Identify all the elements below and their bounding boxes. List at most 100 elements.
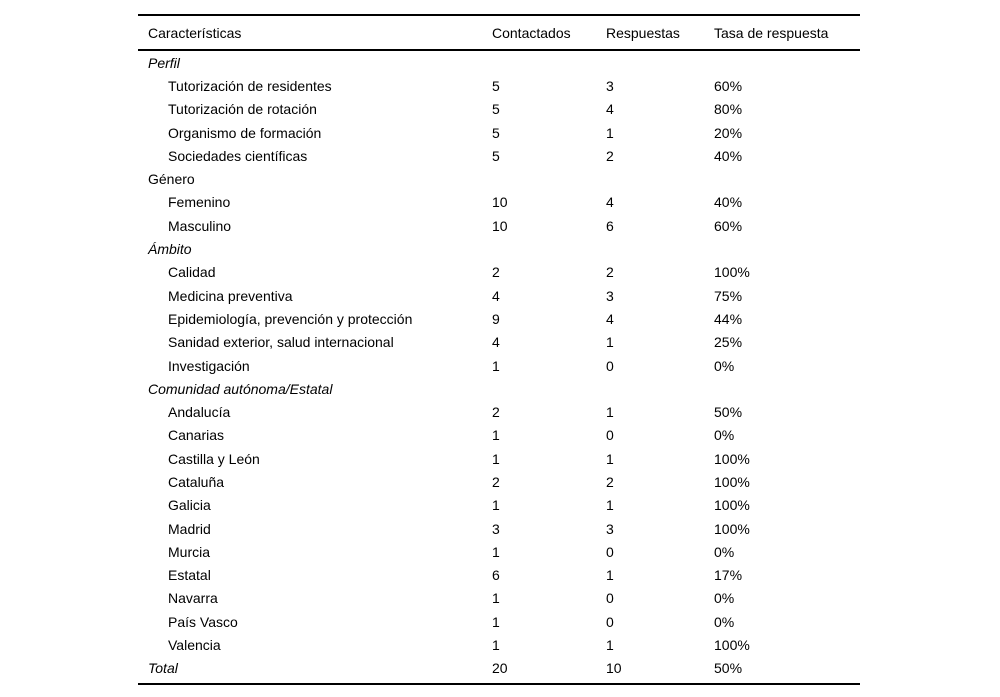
- cell-respuestas: 1: [606, 450, 614, 467]
- table-row: Murcia 1 0 0%: [138, 540, 860, 563]
- column-header-caracteristicas: Características: [148, 24, 242, 41]
- table-row: Tutorización de residentes 5 3 60%: [138, 74, 860, 97]
- row-label: Comunidad autónoma/Estatal: [148, 380, 333, 397]
- cell-contactados: 2: [492, 404, 500, 421]
- cell-respuestas: 1: [606, 334, 614, 351]
- cell-respuestas: 4: [606, 101, 614, 118]
- cell-contactados: 10: [492, 194, 508, 211]
- row-label: Andalucía: [168, 404, 231, 421]
- row-label: Investigación: [168, 357, 250, 374]
- row-label: Tutorización de residentes: [168, 77, 332, 94]
- table-row: Estatal 6 1 17%: [138, 564, 860, 587]
- table-row: Navarra 1 0 0%: [138, 587, 860, 610]
- cell-contactados: 9: [492, 310, 500, 327]
- row-label: Madrid: [168, 520, 211, 537]
- row-label: Navarra: [168, 590, 218, 607]
- cell-respuestas: 6: [606, 217, 614, 234]
- table-row: Galicia 1 1 100%: [138, 494, 860, 517]
- row-label: Calidad: [168, 264, 216, 281]
- table-row: Sociedades científicas 5 2 40%: [138, 144, 860, 167]
- cell-contactados: 2: [492, 473, 500, 490]
- cell-respuestas: 3: [606, 77, 614, 94]
- cell-respuestas: 4: [606, 194, 614, 211]
- table-body: Perfil Tutorización de residentes 5 3 60…: [138, 51, 860, 683]
- table-row: Investigación 1 0 0%: [138, 354, 860, 377]
- table-row: Ámbito: [138, 237, 860, 260]
- cell-tasa-de-respuesta: 0%: [714, 613, 735, 630]
- table-row: Comunidad autónoma/Estatal: [138, 377, 860, 400]
- cell-contactados: 3: [492, 520, 500, 537]
- column-header-tasa-de-respuesta: Tasa de respuesta: [714, 24, 829, 41]
- table-row: Organismo de formación 5 1 20%: [138, 121, 860, 144]
- cell-respuestas: 1: [606, 497, 614, 514]
- cell-contactados: 10: [492, 217, 508, 234]
- table-row: Tutorización de rotación 5 4 80%: [138, 98, 860, 121]
- row-label: Murcia: [168, 543, 211, 560]
- row-label: Masculino: [168, 217, 232, 234]
- row-label: Epidemiología, prevención y protección: [168, 310, 413, 327]
- cell-tasa-de-respuesta: 0%: [714, 427, 735, 444]
- cell-tasa-de-respuesta: 100%: [714, 450, 750, 467]
- row-label: Estatal: [168, 567, 211, 584]
- cell-contactados: 1: [492, 357, 500, 374]
- table-row: Valencia 1 1 100%: [138, 633, 860, 656]
- table-row: Femenino 10 4 40%: [138, 191, 860, 214]
- row-label: Sanidad exterior, salud internacional: [168, 334, 394, 351]
- row-label: Medicina preventiva: [168, 287, 293, 304]
- cell-contactados: 1: [492, 450, 500, 467]
- row-label: Sociedades científicas: [168, 147, 308, 164]
- table-row: Canarias 1 0 0%: [138, 424, 860, 447]
- cell-contactados: 5: [492, 101, 500, 118]
- cell-tasa-de-respuesta: 25%: [714, 334, 743, 351]
- cell-tasa-de-respuesta: 0%: [714, 357, 735, 374]
- cell-contactados: 5: [492, 124, 500, 141]
- table-row: Andalucía 2 1 50%: [138, 400, 860, 423]
- row-label: Género: [148, 171, 195, 188]
- cell-contactados: 20: [492, 660, 508, 677]
- cell-respuestas: 1: [606, 124, 614, 141]
- cell-respuestas: 2: [606, 147, 614, 164]
- cell-respuestas: 4: [606, 310, 614, 327]
- table-row: Madrid 3 3 100%: [138, 517, 860, 540]
- cell-contactados: 1: [492, 497, 500, 514]
- table-row: País Vasco 1 0 0%: [138, 610, 860, 633]
- cell-contactados: 1: [492, 613, 500, 630]
- table-row: Perfil: [138, 51, 860, 74]
- table-row: Cataluña 2 2 100%: [138, 470, 860, 493]
- cell-respuestas: 3: [606, 520, 614, 537]
- cell-tasa-de-respuesta: 20%: [714, 124, 743, 141]
- characteristics-table: Características Contactados Respuestas T…: [138, 14, 860, 686]
- table-row: Género: [138, 167, 860, 190]
- cell-respuestas: 2: [606, 473, 614, 490]
- cell-tasa-de-respuesta: 60%: [714, 217, 743, 234]
- row-label: Ámbito: [148, 241, 192, 258]
- row-label: Valencia: [168, 637, 221, 654]
- row-label: Galicia: [168, 497, 211, 514]
- cell-tasa-de-respuesta: 44%: [714, 310, 743, 327]
- cell-contactados: 5: [492, 147, 500, 164]
- table-row: Castilla y León 1 1 100%: [138, 447, 860, 470]
- cell-tasa-de-respuesta: 100%: [714, 520, 750, 537]
- table-row: Sanidad exterior, salud internacional 4 …: [138, 331, 860, 354]
- cell-tasa-de-respuesta: 0%: [714, 590, 735, 607]
- cell-tasa-de-respuesta: 80%: [714, 101, 743, 118]
- cell-respuestas: 1: [606, 404, 614, 421]
- cell-contactados: 6: [492, 567, 500, 584]
- table-row: Total 20 10 50%: [138, 657, 860, 680]
- table-row: Epidemiología, prevención y protección 9…: [138, 307, 860, 330]
- cell-contactados: 1: [492, 637, 500, 654]
- table-row: Calidad 2 2 100%: [138, 261, 860, 284]
- table-row: Masculino 10 6 60%: [138, 214, 860, 237]
- cell-respuestas: 0: [606, 590, 614, 607]
- row-label: Castilla y León: [168, 450, 260, 467]
- cell-respuestas: 0: [606, 543, 614, 560]
- column-header-contactados: Contactados: [492, 24, 571, 41]
- table-header-row: Características Contactados Respuestas T…: [138, 16, 860, 51]
- row-label: Organismo de formación: [168, 124, 322, 141]
- cell-contactados: 1: [492, 543, 500, 560]
- row-label: Canarias: [168, 427, 225, 444]
- cell-respuestas: 1: [606, 637, 614, 654]
- column-header-respuestas: Respuestas: [606, 24, 680, 41]
- cell-tasa-de-respuesta: 75%: [714, 287, 743, 304]
- row-label: Tutorización de rotación: [168, 101, 317, 118]
